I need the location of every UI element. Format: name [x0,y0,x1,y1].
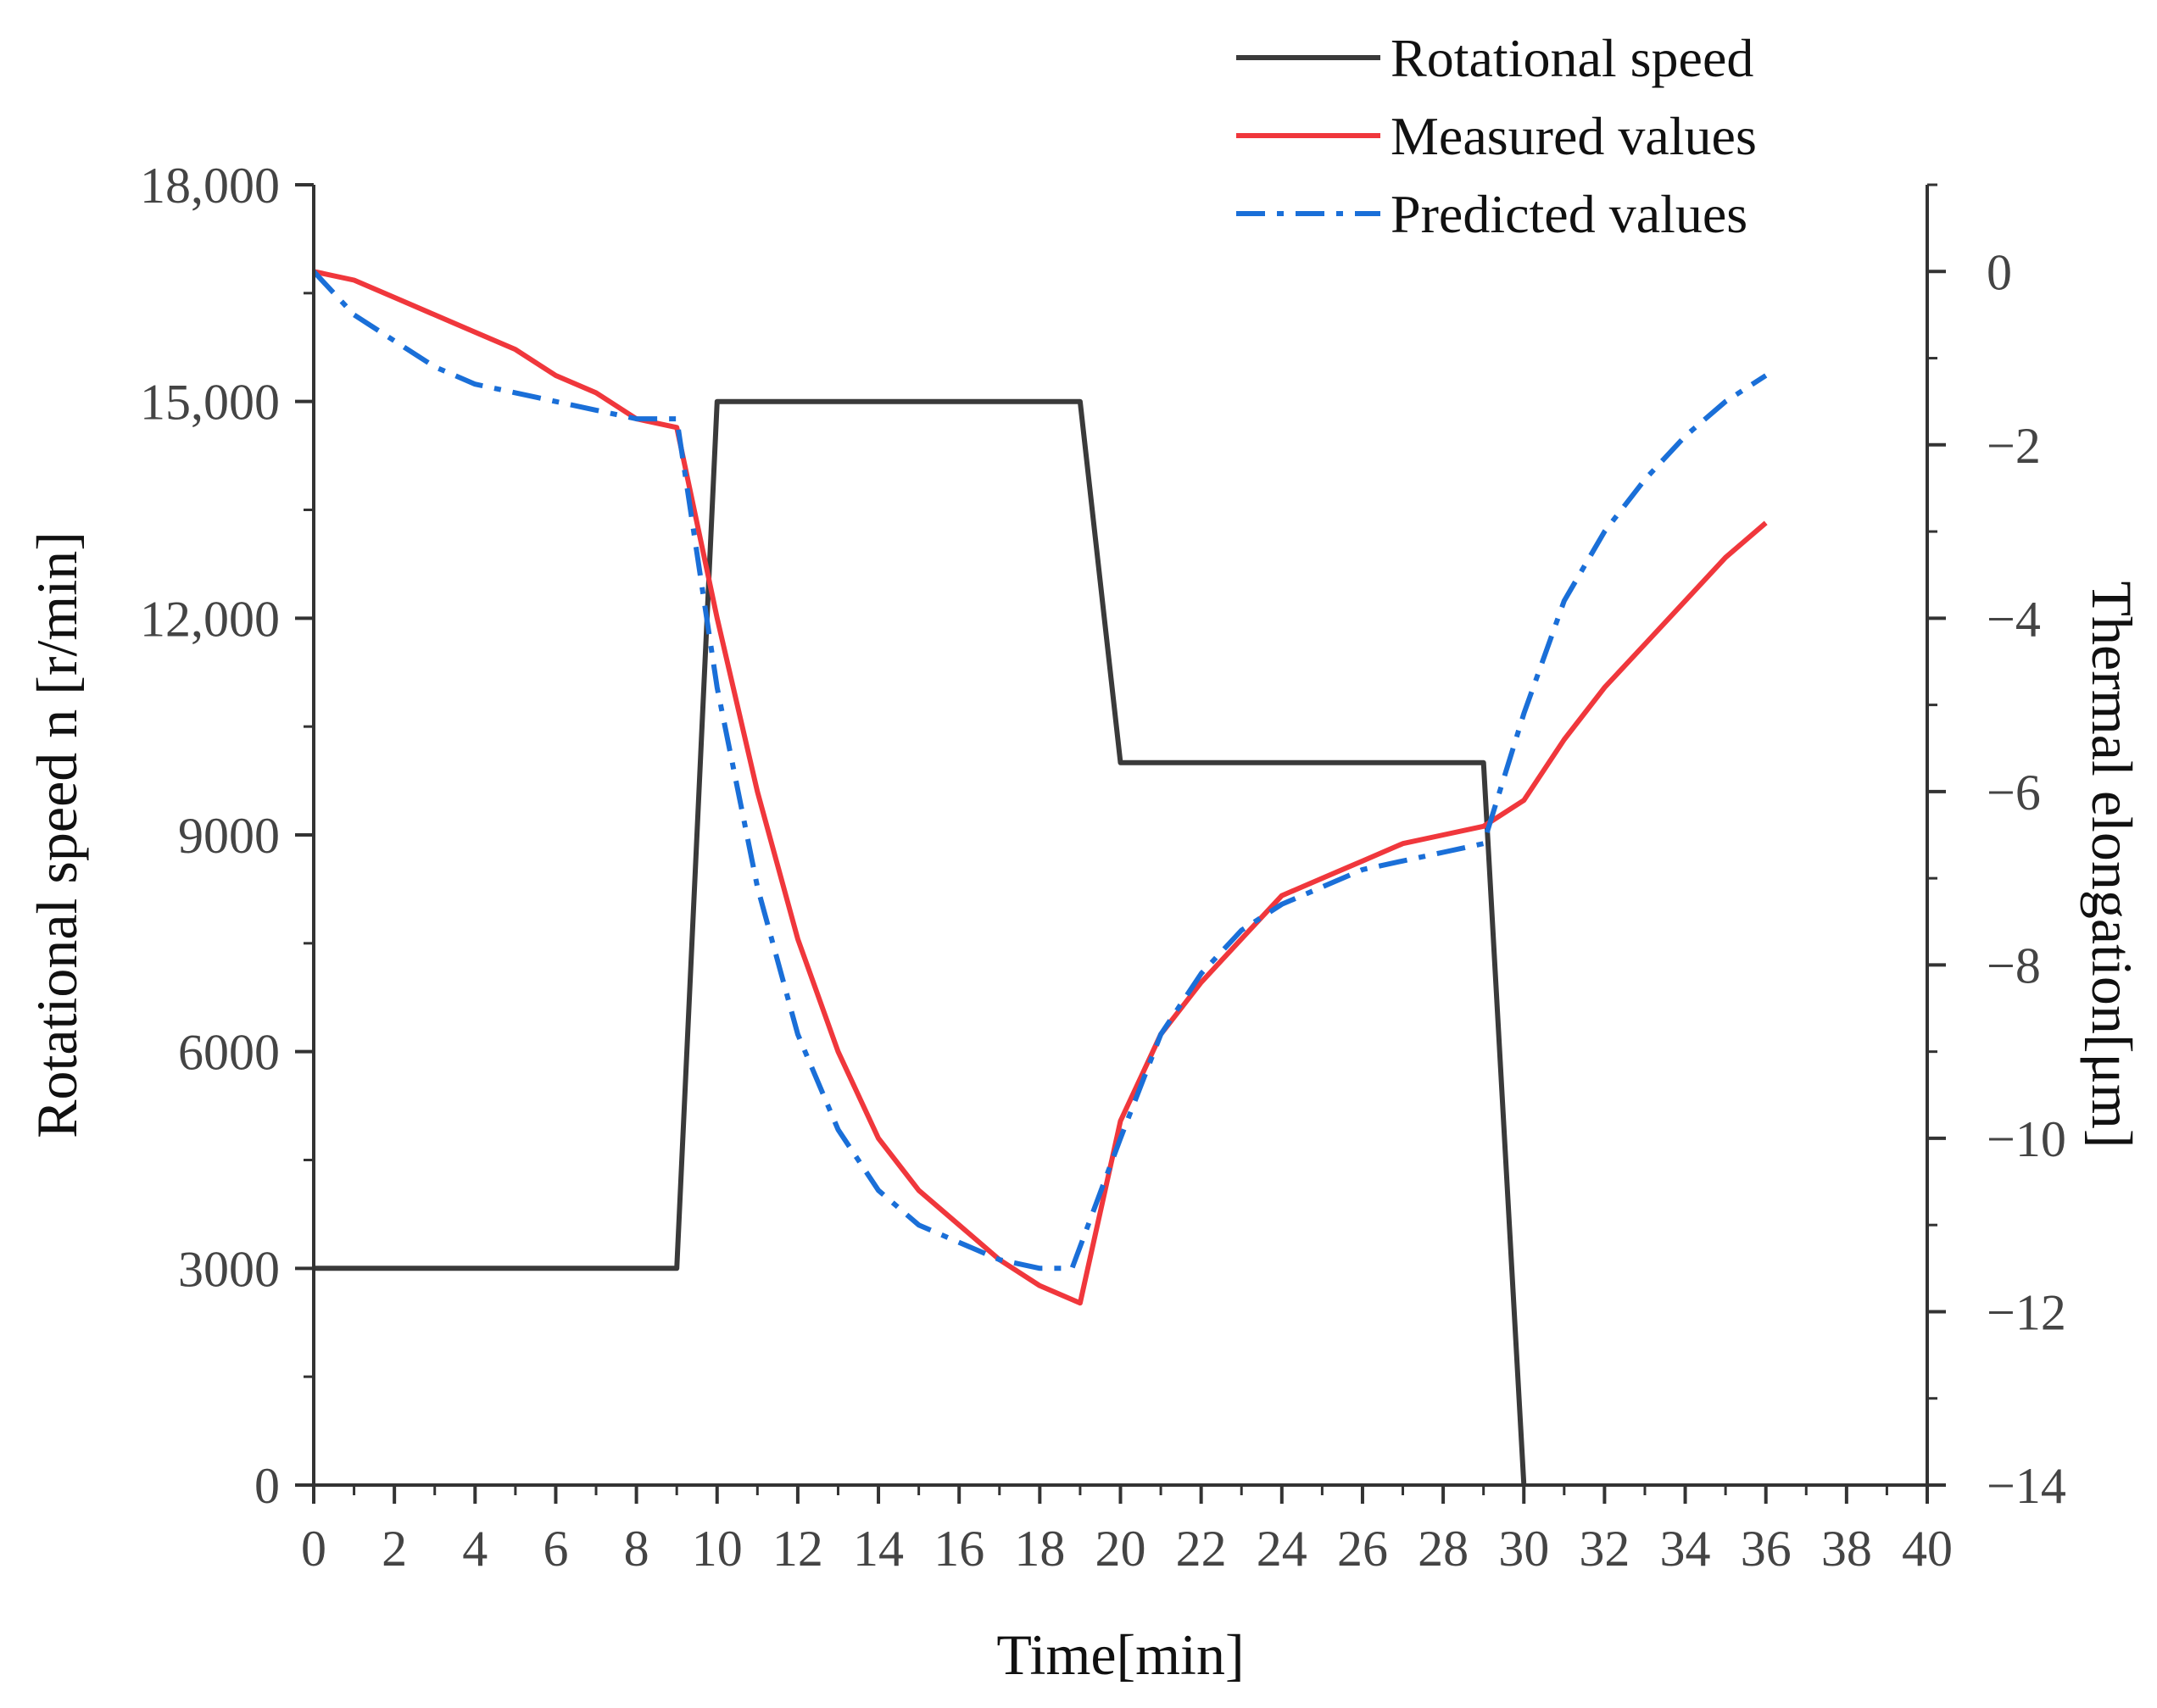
x-tick-label: 12 [772,1521,823,1577]
x-tick-label: 0 [301,1521,326,1577]
y-left-axis-title: Rotational speed n [r/min] [25,531,89,1138]
y-left-tick-label: 3000 [178,1241,280,1297]
series-line-rotational-speed [314,398,1527,1486]
x-tick-label: 8 [624,1521,649,1577]
y-right-tick-label: −8 [1987,937,2041,993]
y-right-tick-label: −14 [1987,1458,2066,1514]
x-tick-label: 14 [853,1521,904,1577]
legend: Rotational speed Measured values Predicted… [1236,28,1757,244]
y-right-tick-label: −10 [1987,1111,2066,1167]
y-left-tick-label: 15,000 [140,375,280,431]
legend-label: Measured values [1391,106,1757,166]
x-axis-title: Time[min] [996,1622,1244,1687]
x-tick-label: 18 [1014,1521,1065,1577]
x-tick-label: 10 [692,1521,743,1577]
y-left-tick-label: 9000 [178,808,280,864]
x-tick-label: 36 [1741,1521,1792,1577]
x-tick-label: 40 [1902,1521,1953,1577]
x-tick-label: 2 [382,1521,407,1577]
y-left-tick-label: 6000 [178,1025,280,1081]
y-right-axis-title: Thermal elongation[μm] [2080,581,2144,1148]
y-left-tick-label: 0 [254,1458,280,1514]
y-right-tick-label: −2 [1987,418,2041,474]
x-tick-label: 24 [1257,1521,1307,1577]
y-right-tick-label: −12 [1987,1284,2066,1340]
x-tick-label: 4 [462,1521,488,1577]
y-left-tick-label: 18,000 [140,158,280,214]
x-tick-label: 28 [1418,1521,1469,1577]
legend-label: Predicted values [1391,184,1747,244]
y-left-tick-label: 12,000 [140,591,280,647]
x-tick-label: 34 [1660,1521,1711,1577]
x-tick-label: 6 [543,1521,568,1577]
y-right-tick-label: −6 [1987,765,2041,821]
x-tick-label: 38 [1821,1521,1872,1577]
x-tick-label: 32 [1579,1521,1630,1577]
axes: 0 2 4 6 8 10 12 14 16 18 20 22 24 26 28 30 32 34 36 38 40030… [25,158,2144,1687]
x-tick-label: 16 [934,1521,984,1577]
x-tick-label: 30 [1498,1521,1549,1577]
x-tick-label: 22 [1176,1521,1227,1577]
series-line-measured-values [313,269,1768,1306]
series-line-predicted-values [311,270,1768,1271]
plot-lines [311,269,1768,1486]
legend-label: Rotational speed [1391,28,1753,88]
y-right-tick-label: 0 [1987,244,2012,300]
y-right-tick-label: −4 [1987,591,2041,647]
x-tick-label: 20 [1095,1521,1146,1577]
x-tick-label: 26 [1337,1521,1388,1577]
